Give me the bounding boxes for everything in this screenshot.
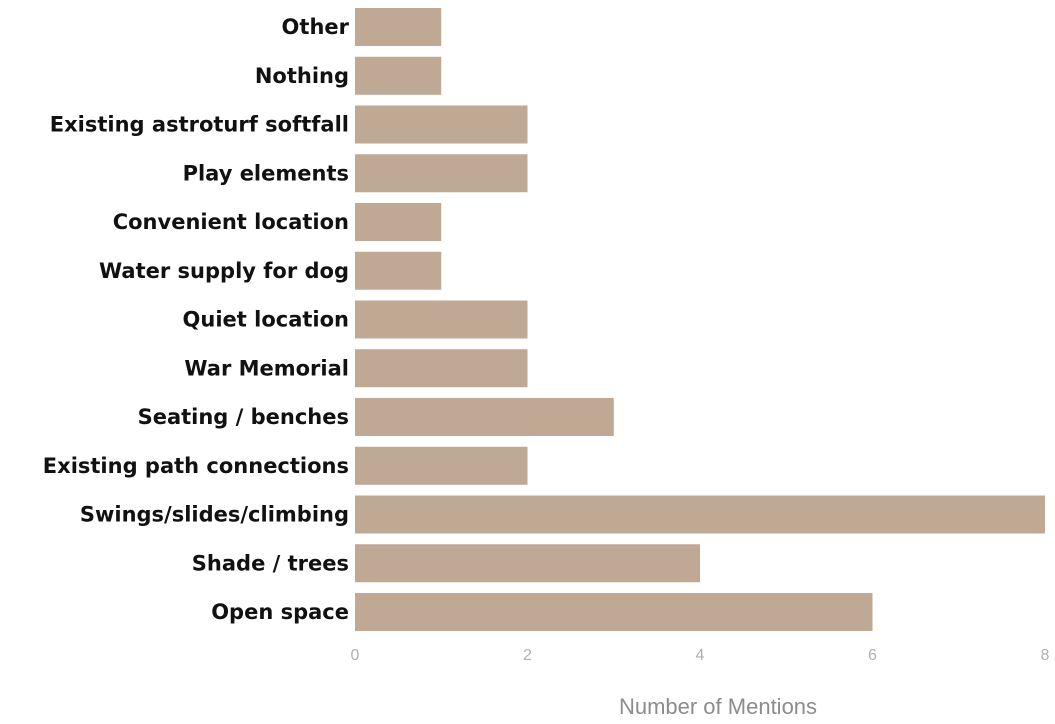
bar-quiet-location bbox=[355, 300, 528, 339]
bar-convenient-location bbox=[355, 203, 442, 241]
category-labels-group: Open space Shade / trees Swings/slides/cli… bbox=[43, 15, 350, 624]
bar-other bbox=[355, 8, 442, 46]
bar-water-supply-for-dog bbox=[355, 251, 442, 290]
bar-nothing bbox=[355, 56, 442, 95]
category-label-nothing: Nothing bbox=[255, 64, 349, 88]
category-label-open-space: Open space bbox=[211, 600, 349, 624]
category-label-shade-trees: Shade / trees bbox=[192, 551, 349, 575]
category-label-water-supply-for-dog: Water supply for dog bbox=[99, 259, 349, 283]
x-tick-label: 6 bbox=[868, 647, 877, 664]
category-label-quiet-location: Quiet location bbox=[183, 308, 349, 332]
bar-swings-slides-climbing bbox=[355, 495, 1045, 534]
x-tick-labels-group: 0 2 4 6 8 bbox=[351, 647, 1050, 664]
bar-shade-trees bbox=[355, 544, 700, 583]
bar-seating-benches bbox=[355, 398, 614, 436]
category-label-existing-astroturf-softfall: Existing astroturf softfall bbox=[50, 113, 349, 137]
bar-existing-path-connections bbox=[355, 446, 528, 485]
category-label-swings-slides-climbing: Swings/slides/climbing bbox=[80, 503, 349, 527]
category-label-play-elements: Play elements bbox=[183, 161, 349, 185]
category-label-seating-benches: Seating / benches bbox=[138, 405, 349, 429]
category-label-war-memorial: War Memorial bbox=[184, 356, 349, 380]
bars-group bbox=[355, 8, 1045, 631]
bar-war-memorial bbox=[355, 349, 528, 388]
category-label-other: Other bbox=[282, 15, 350, 39]
bar-existing-astroturf-softfall bbox=[355, 105, 528, 144]
x-axis-title: Number of Mentions bbox=[619, 694, 817, 719]
category-label-convenient-location: Convenient location bbox=[113, 210, 349, 234]
x-tick-label: 2 bbox=[523, 647, 532, 664]
bar-open-space bbox=[355, 593, 873, 631]
x-tick-label: 4 bbox=[696, 647, 705, 664]
x-tick-label: 0 bbox=[351, 647, 360, 664]
bar-play-elements bbox=[355, 154, 528, 193]
x-tick-label: 8 bbox=[1041, 647, 1050, 664]
category-label-existing-path-connections: Existing path connections bbox=[43, 454, 349, 478]
